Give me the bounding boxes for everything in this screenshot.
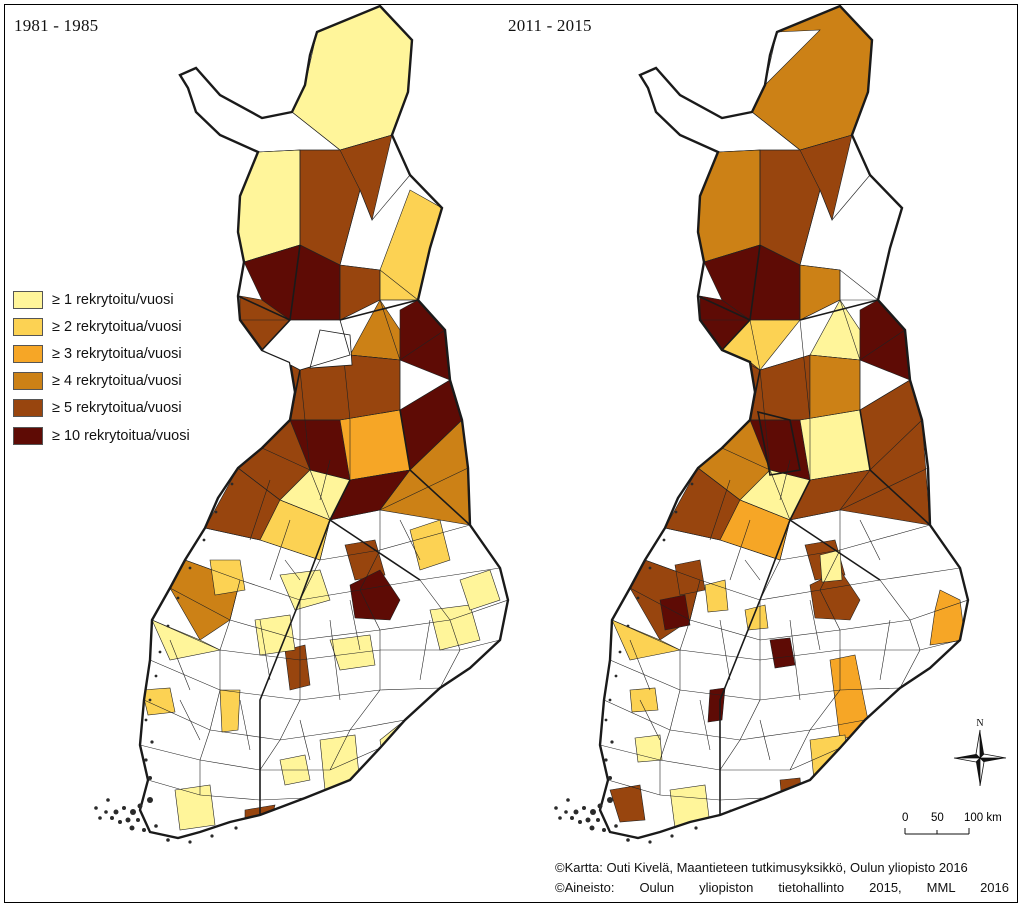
legend-label: ≥ 10 rekrytoitua/vuosi [52, 427, 190, 444]
scale-tick-100: 100 km [964, 812, 1002, 824]
legend-swatch [13, 290, 43, 309]
legend-swatch [13, 317, 43, 336]
legend-item: ≥ 1 rekrytoitu/vuosi [13, 286, 190, 313]
panel-title-right: 2011 - 2015 [508, 16, 592, 35]
legend-label: ≥ 4 rekrytoitua/vuosi [52, 373, 182, 390]
map-frame [4, 4, 1018, 903]
legend-label: ≥ 1 rekrytoitu/vuosi [52, 291, 174, 308]
legend-swatch [13, 426, 43, 445]
legend-item: ≥ 5 rekrytoitua/vuosi [13, 395, 190, 422]
north-label: N [976, 718, 983, 729]
legend-label: ≥ 2 rekrytoitua/vuosi [52, 318, 182, 335]
legend-swatch [13, 399, 43, 418]
scale-tick-50: 50 [931, 812, 944, 824]
credit-data: ©Aineisto: Oulun yliopiston tietohallint… [555, 880, 1009, 895]
scale-bar: 0 50 100 km [898, 808, 1008, 840]
legend-label: ≥ 3 rekrytoitua/vuosi [52, 345, 182, 362]
legend-swatch [13, 372, 43, 391]
legend-item: ≥ 3 rekrytoitua/vuosi [13, 340, 190, 367]
credits: ©Kartta: Outi Kivelä, Maantieteen tutkim… [555, 858, 1009, 898]
panel-title-left: 1981 - 1985 [14, 16, 99, 35]
legend-label: ≥ 5 rekrytoitua/vuosi [52, 400, 182, 417]
legend: ≥ 1 rekrytoitu/vuosi ≥ 2 rekrytoitua/vuo… [13, 286, 190, 449]
legend-item: ≥ 10 rekrytoitua/vuosi [13, 422, 190, 449]
legend-item: ≥ 2 rekrytoitua/vuosi [13, 313, 190, 340]
scale-tick-0: 0 [902, 812, 909, 824]
credit-map: ©Kartta: Outi Kivelä, Maantieteen tutkim… [555, 860, 968, 875]
map-2011-2015 [554, 4, 970, 844]
compass-rose-icon: N [953, 718, 1007, 786]
legend-item: ≥ 4 rekrytoitua/vuosi [13, 368, 190, 395]
legend-swatch [13, 344, 43, 363]
